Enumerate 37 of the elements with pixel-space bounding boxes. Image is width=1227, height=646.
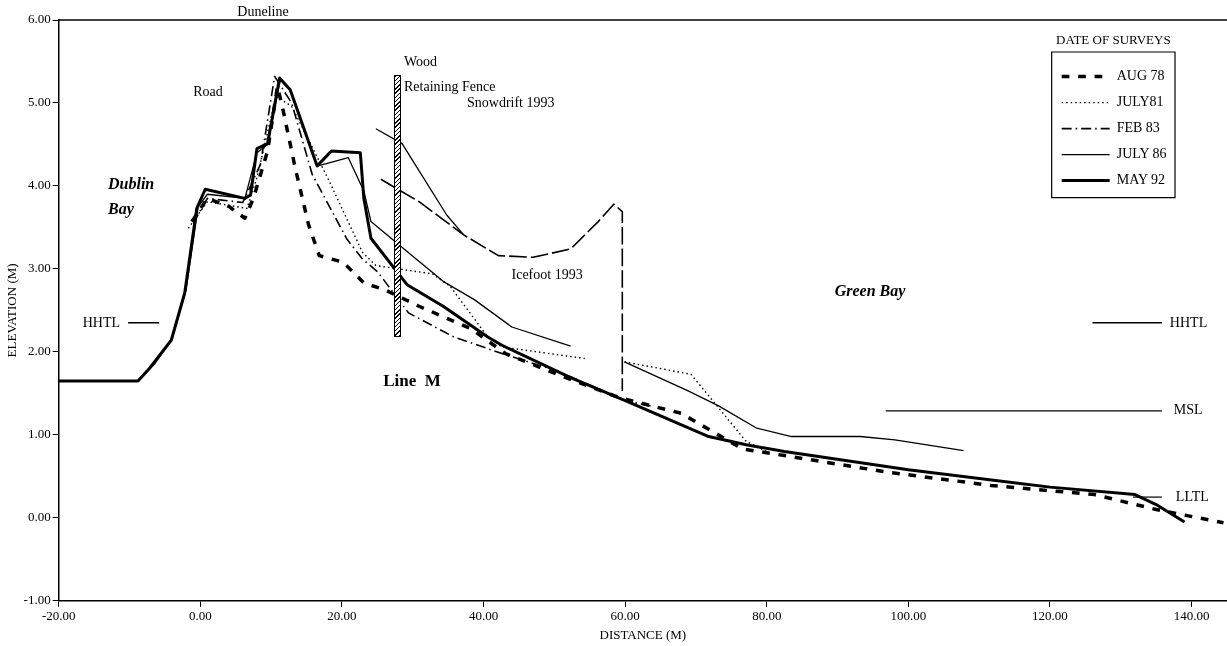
y-tick-label: 3.00	[27, 260, 51, 276]
annotation: Dublin Bay	[107, 175, 155, 219]
annotation: HHTL	[1169, 314, 1208, 330]
annotation: Icefoot 1993	[511, 266, 583, 282]
y-tick-label: 0.00	[27, 509, 51, 525]
text: Duneline	[237, 3, 289, 19]
annotation: Snowdrift 1993	[467, 94, 555, 110]
x-tick-label: 20.00	[327, 608, 357, 624]
annotation: LLTL	[1175, 488, 1209, 504]
legend-label: FEB 83	[1116, 120, 1160, 136]
annotation: Road	[193, 83, 223, 99]
y-tick-label: -1.00	[23, 592, 51, 608]
legend-label: AUG 78	[1116, 68, 1165, 84]
x-tick-label: 120.00	[1032, 608, 1068, 624]
y-tick-label: 1.00	[27, 426, 51, 442]
x-axis-title: DISTANCE (M)	[599, 626, 687, 642]
x-tick-label: 140.00	[1173, 608, 1210, 624]
x-tick-label: 40.00	[468, 608, 499, 624]
x-tick-label: -20.00	[41, 608, 76, 624]
legend-label: JULY 86	[1116, 146, 1167, 162]
annotation: MSL	[1173, 402, 1203, 418]
y-tick-label: 5.00	[27, 94, 51, 110]
annotation: Green Bay	[834, 282, 907, 301]
x-tick-label: 100.00	[890, 608, 927, 624]
y-tick-label: 6.00	[27, 11, 51, 27]
legend-label: JULY81	[1116, 94, 1164, 110]
legend-label: MAY 92	[1116, 172, 1166, 188]
x-tick-label: 80.00	[752, 608, 782, 624]
annotation: Wood Retaining Fence	[404, 53, 496, 94]
y-tick-label: 2.00	[27, 343, 51, 359]
y-tick-label: 4.00	[27, 177, 51, 193]
legend-title: DATE OF SURVEYS	[1056, 31, 1171, 47]
y-axis-title: ELEVATION (M)	[4, 263, 20, 358]
x-tick-label: 0.00	[188, 608, 212, 624]
annotation: HHTL	[82, 314, 121, 330]
x-tick-label: 60.00	[610, 608, 640, 624]
annotation: Line M	[383, 371, 441, 391]
